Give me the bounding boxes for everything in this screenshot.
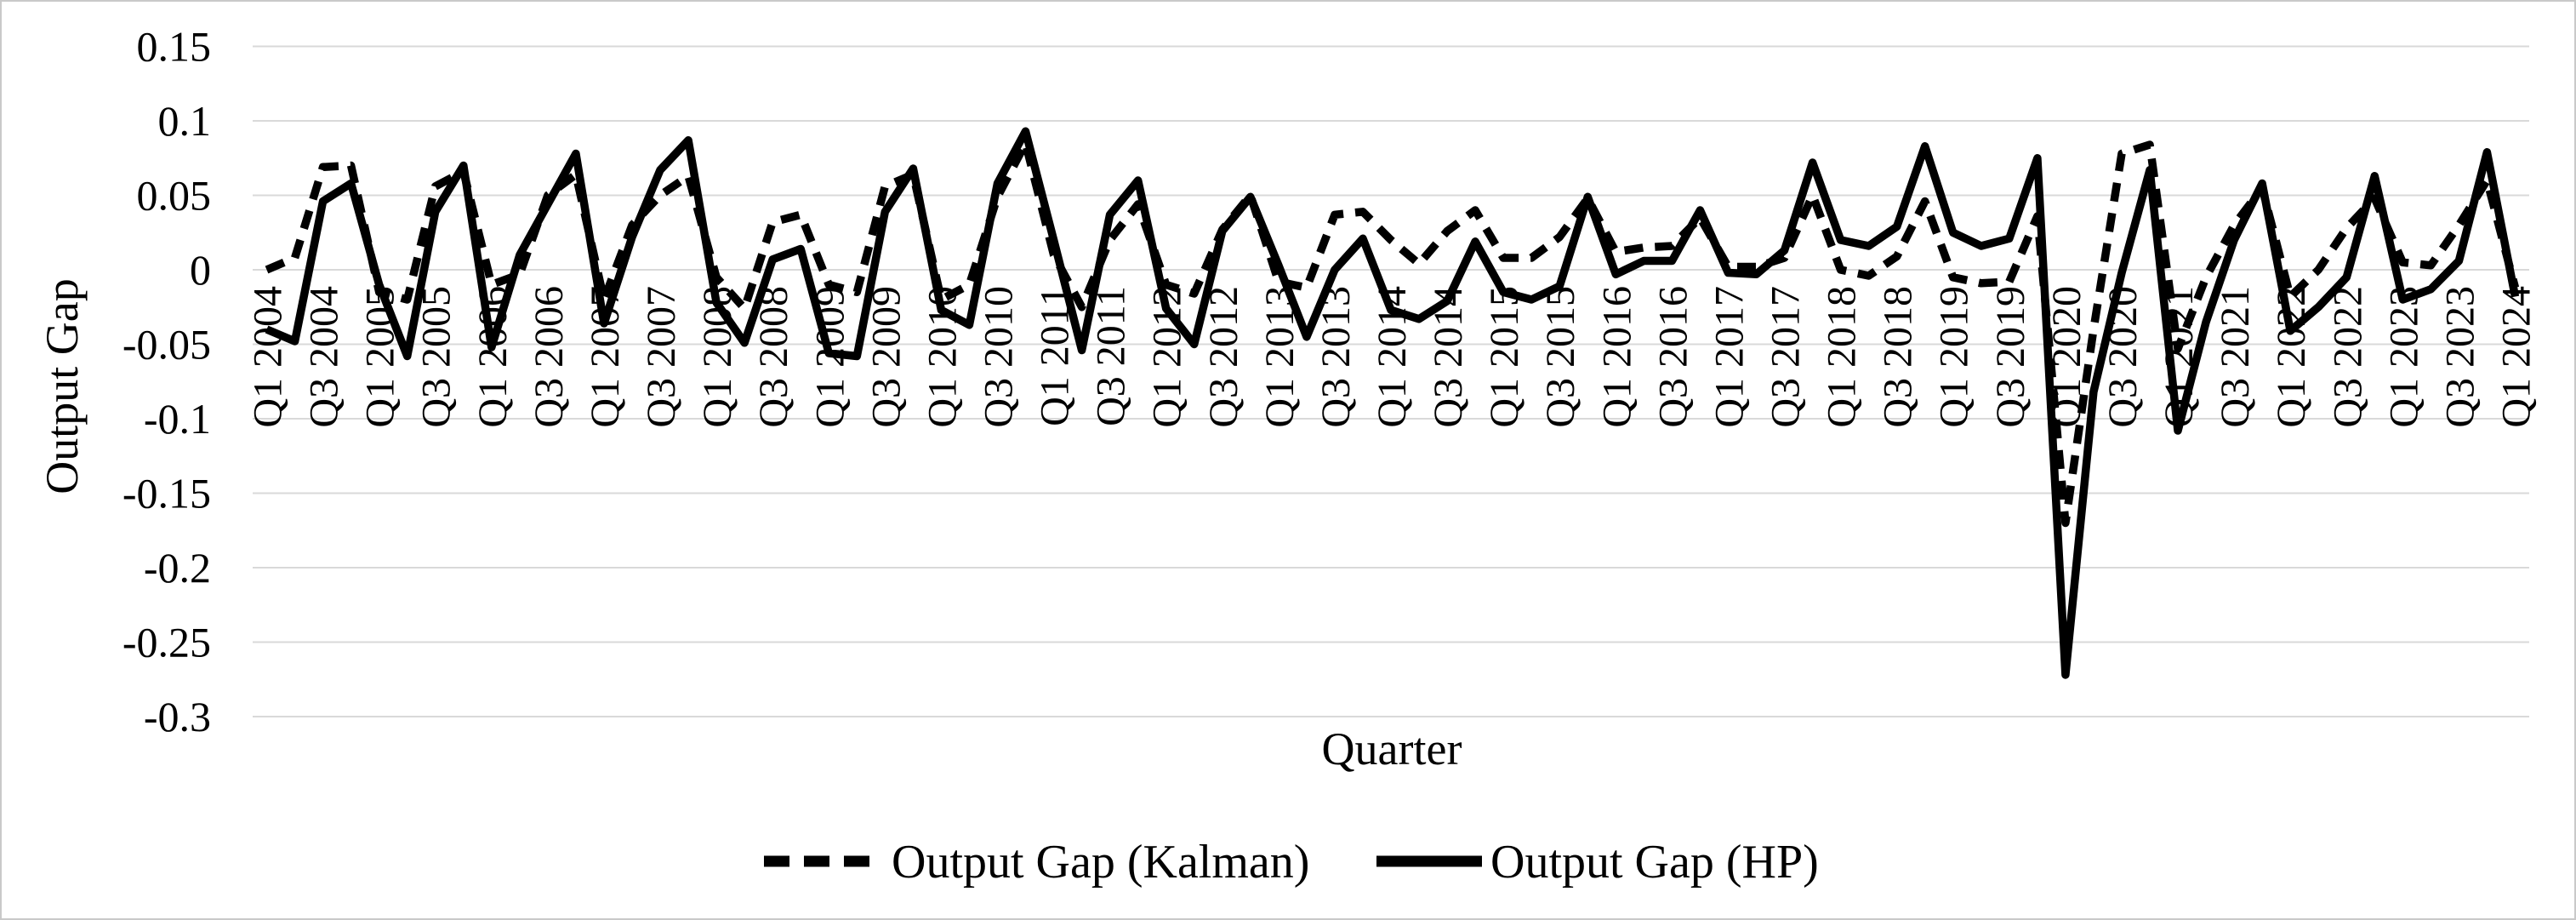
series-lines [265,127,2520,679]
y-tick-label: 0.1 [158,97,212,145]
gridlines [253,45,2529,717]
x-tick-label: Q1 2016 [1594,286,1639,428]
x-tick-label: Q1 2024 [2493,286,2539,428]
legend: Output Gap (Kalman) Output Gap (HP) [764,836,1819,889]
x-tick-label: Q3 2022 [2325,286,2370,428]
x-tick-label: Q1 2017 [1707,286,1752,428]
x-tick-label: Q3 2007 [639,286,684,428]
x-tick-label: Q3 2021 [2213,286,2258,428]
x-tick-label: Q1 2005 [358,286,403,428]
x-axis-title: Quarter [1322,723,1462,774]
x-tick-label: Q1 2022 [2269,286,2314,428]
y-tick-label: -0.1 [144,395,211,443]
y-tick-label: 0.15 [137,23,212,71]
x-tick-label: Q3 2011 [1089,286,1134,426]
y-tick-label: -0.2 [144,544,211,591]
series-line-hp [265,127,2520,679]
y-tick-label: 0 [190,246,211,294]
x-tick-label: Q3 2015 [1538,286,1583,428]
x-tick-label: Q1 2004 [246,286,291,428]
x-tick-label: Q3 2010 [976,286,1021,428]
y-tick-label: -0.3 [144,693,211,740]
series-line-kalman [265,139,2520,528]
y-tick-label: -0.05 [123,321,211,369]
x-tick-label: Q1 2023 [2381,286,2426,428]
y-tick-label: -0.25 [123,619,211,666]
x-tick-label: Q3 2018 [1876,286,1921,428]
x-axis-tick-labels: Q1 2004 Q3 2004 Q1 2005 Q3 2005 Q1 2006 Q3 20… [246,286,2539,428]
x-tick-label: Q1 2006 [470,286,516,428]
y-tick-label: 0.05 [137,172,212,220]
x-tick-label: Q3 2016 [1650,286,1695,428]
x-tick-label: Q3 2005 [414,286,459,428]
x-tick-label: Q3 2012 [1201,286,1246,428]
y-tick-label: -0.15 [123,470,211,517]
x-tick-label: Q1 2019 [1932,286,1977,428]
y-axis-tick-labels: 0.15 0.1 0.05 0 -0.05 -0.1 -0.15 -0.2 -0.25 -0.3 [123,23,211,741]
x-tick-label: Q3 2019 [1988,286,2033,428]
x-tick-label: Q3 2017 [1764,286,1809,428]
x-tick-label: Q3 2004 [302,286,347,428]
x-tick-label: Q3 2009 [863,286,909,428]
legend-label-kalman: Output Gap (Kalman) [892,836,1309,889]
x-tick-label: Q1 2018 [1820,286,1865,428]
x-tick-label: Q3 2020 [2100,286,2146,428]
x-tick-label: Q3 2023 [2437,286,2482,428]
x-tick-label: Q3 2006 [527,286,572,428]
x-tick-label: Q1 2015 [1482,286,1527,428]
legend-label-hp: Output Gap (HP) [1490,836,1819,889]
y-axis-title: Output Gap [37,278,88,494]
